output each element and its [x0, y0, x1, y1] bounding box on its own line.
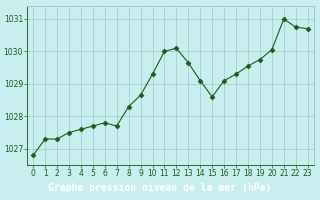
Text: Graphe pression niveau de la mer (hPa): Graphe pression niveau de la mer (hPa) [48, 183, 272, 193]
